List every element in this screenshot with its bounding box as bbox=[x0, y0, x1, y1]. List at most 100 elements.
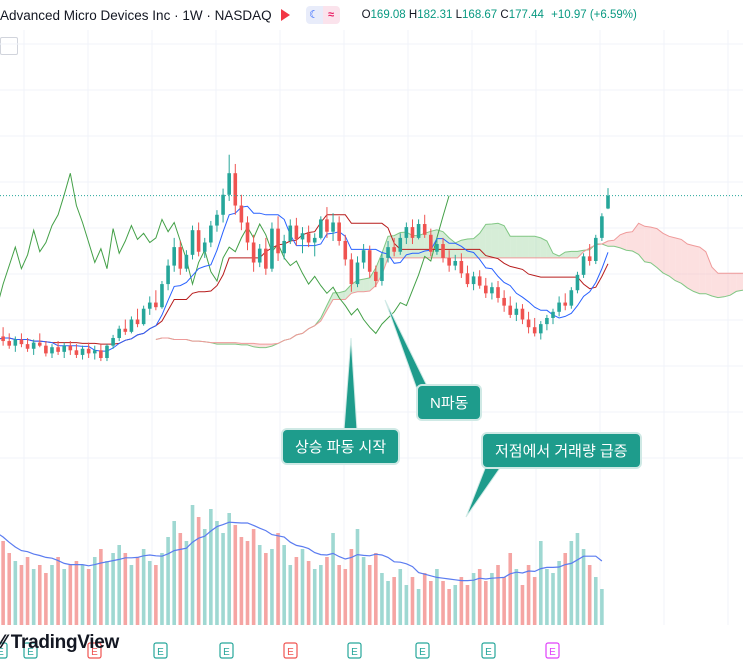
candle bbox=[154, 290, 158, 311]
candle-body bbox=[111, 337, 115, 346]
volume-bar bbox=[490, 573, 494, 625]
cloud-segment bbox=[540, 237, 547, 258]
earnings-label: E bbox=[419, 647, 426, 658]
volume-bar bbox=[429, 581, 433, 625]
market-status-pill[interactable]: ☾ ≈ bbox=[305, 6, 340, 24]
volume-bar bbox=[68, 565, 73, 625]
candle-body bbox=[398, 237, 403, 252]
volume-bar bbox=[569, 541, 574, 625]
flag-icon[interactable] bbox=[280, 9, 290, 21]
volume-bar bbox=[343, 569, 348, 625]
candle-body bbox=[282, 240, 286, 254]
candle-body bbox=[502, 297, 506, 306]
candle bbox=[520, 304, 525, 325]
candle-body bbox=[545, 317, 549, 325]
earnings-marker: E bbox=[545, 642, 560, 659]
candle bbox=[190, 225, 195, 260]
candle bbox=[221, 188, 225, 223]
candle bbox=[31, 339, 36, 355]
candle-body bbox=[62, 345, 67, 352]
candle-body bbox=[202, 242, 207, 252]
candle-body bbox=[386, 247, 390, 258]
candle bbox=[422, 214, 427, 238]
candle bbox=[380, 253, 384, 286]
candle bbox=[160, 281, 164, 309]
volume-bar bbox=[105, 561, 109, 625]
candle bbox=[398, 233, 403, 255]
candle-body bbox=[19, 339, 24, 345]
cloud-segment bbox=[638, 223, 645, 262]
volume-bar bbox=[202, 529, 207, 625]
candle-body bbox=[587, 256, 592, 261]
candle-body bbox=[490, 287, 494, 294]
candle-body bbox=[190, 230, 195, 255]
volume-bar bbox=[441, 581, 445, 625]
candle bbox=[593, 234, 598, 265]
candle-body bbox=[129, 319, 134, 332]
candle bbox=[270, 222, 274, 272]
volume-bar bbox=[349, 549, 354, 625]
volume-bar bbox=[331, 533, 335, 625]
volume-bar bbox=[74, 561, 79, 625]
candle bbox=[331, 213, 335, 241]
volume-bar bbox=[19, 565, 24, 625]
candle-body bbox=[606, 195, 610, 209]
candle-body bbox=[264, 248, 268, 269]
candle bbox=[410, 219, 415, 245]
candle-body bbox=[123, 328, 128, 332]
candle bbox=[477, 270, 482, 289]
earnings-label: E bbox=[549, 647, 556, 658]
earnings-marker: E bbox=[415, 642, 430, 659]
candle bbox=[50, 344, 54, 358]
volume-bar bbox=[184, 541, 189, 625]
candle-body bbox=[184, 254, 189, 269]
earnings-badge bbox=[415, 642, 430, 659]
callout-uptrend-start: 상승 파동 시작 bbox=[281, 428, 401, 465]
wave-icon: ≈ bbox=[322, 6, 340, 24]
candle bbox=[276, 216, 280, 261]
volume-bar bbox=[37, 565, 42, 625]
volume-bar bbox=[306, 561, 311, 625]
candle bbox=[386, 240, 390, 263]
candle bbox=[117, 325, 121, 342]
volume-bar bbox=[215, 521, 219, 625]
candle bbox=[1, 327, 5, 346]
volume-bar bbox=[294, 557, 299, 625]
candle bbox=[343, 234, 348, 266]
cloud-segment bbox=[632, 223, 639, 255]
volume-bar bbox=[319, 565, 323, 625]
volume-bar bbox=[147, 561, 152, 625]
volume-bar bbox=[557, 561, 561, 625]
candle-body bbox=[288, 225, 293, 241]
volume-bar bbox=[587, 565, 592, 625]
volume-bar bbox=[7, 553, 12, 625]
candle bbox=[404, 222, 409, 245]
candle bbox=[233, 163, 238, 215]
symbol-title[interactable]: Advanced Micro Devices Inc · 1W · NASDAQ bbox=[0, 7, 272, 23]
candle bbox=[545, 314, 549, 331]
candle-body bbox=[477, 276, 482, 286]
candle bbox=[172, 237, 176, 272]
volume-bar bbox=[514, 569, 519, 625]
candle-body bbox=[135, 319, 140, 325]
volume-bar bbox=[380, 573, 384, 625]
candle bbox=[105, 344, 109, 362]
candle bbox=[581, 253, 586, 278]
volume-bar bbox=[300, 549, 305, 625]
cloud-segment bbox=[259, 344, 266, 348]
candle bbox=[416, 219, 421, 240]
volume-bar bbox=[129, 565, 134, 625]
chart-settings-box[interactable] bbox=[0, 37, 18, 55]
candle bbox=[306, 225, 311, 248]
volume-bar bbox=[13, 561, 18, 625]
candle-body bbox=[56, 347, 60, 352]
close-value: 177.44 bbox=[508, 9, 544, 21]
cloud-segment bbox=[345, 284, 352, 300]
earnings-badge bbox=[283, 642, 298, 659]
candle-body bbox=[50, 347, 54, 354]
volume-bar bbox=[447, 589, 451, 625]
tradingview-watermark: ⁄⁄ TradingView bbox=[0, 632, 120, 653]
earnings-badge bbox=[219, 642, 234, 659]
candle-body bbox=[538, 324, 543, 334]
